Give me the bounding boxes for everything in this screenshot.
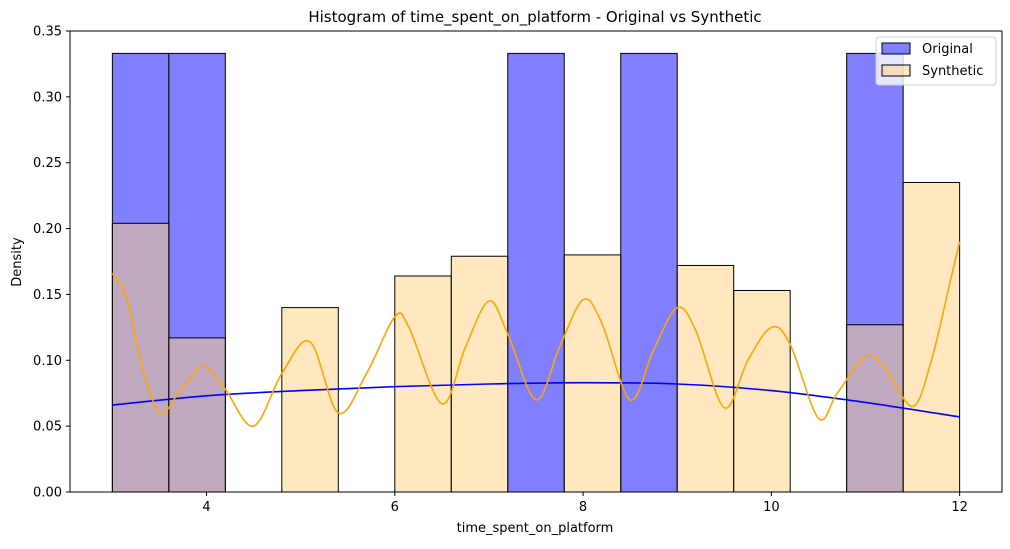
bar-synthetic-14 [902,181,961,493]
y-tick-label: 0.10 [33,354,62,369]
x-tick-label: 10 [763,500,780,515]
bar-synthetic-3 [281,307,339,493]
x-axis-label: time_spent_on_platform [457,521,614,536]
y-tick-label: 0.35 [33,25,62,40]
x-tick-label: 12 [951,500,968,515]
y-tick-label: 0.25 [33,156,62,171]
y-tick-label: 0.30 [33,90,62,105]
y-tick-label: 0.20 [33,222,62,237]
bar-synthetic-6 [450,255,509,493]
chart-title: Histogram of time_spent_on_platform - Or… [308,8,761,27]
legend: Original Synthetic [875,36,997,86]
kde-line-synthetic [111,241,961,427]
kde-layer [111,241,961,427]
y-tick-label: 0.00 [33,486,62,501]
bars-layer [111,52,961,493]
bar-original-7 [507,52,565,493]
bar-synthetic-5 [394,275,452,493]
bar-synthetic-10 [676,264,735,493]
kde-line-original [112,381,960,418]
x-tick-label: 8 [579,500,587,515]
plot-frame [69,30,1003,493]
legend-swatch-synthetic [881,64,911,77]
legend-swatch-original [881,42,911,55]
bar-synthetic-8 [563,254,622,493]
legend-label-original: Original [922,42,973,57]
legend-label-synthetic: Synthetic [922,64,983,79]
y-axis-label: Density [10,237,25,287]
y-tick-label: 0.05 [33,420,62,435]
x-tick-label: 6 [391,500,399,515]
bar-synthetic-13 [846,324,904,493]
y-tick-label: 0.15 [33,288,62,303]
x-tick-label: 4 [202,500,210,515]
bar-original-9 [620,52,678,493]
axes-layer: 4 6 8 10 12 0.00 0.05 0.10 0.15 0.20 0.25 0.30 0.35 [33,25,1003,515]
bar-synthetic-1 [168,337,226,493]
